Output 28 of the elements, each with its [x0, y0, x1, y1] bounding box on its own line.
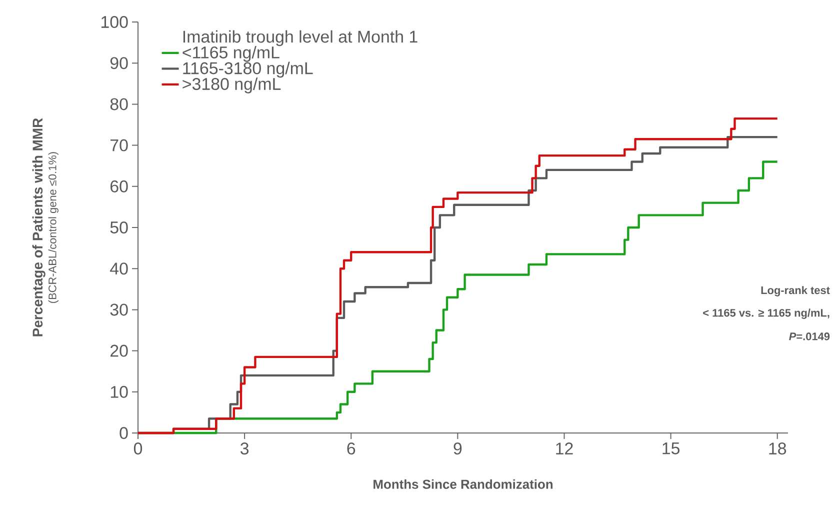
- y-tick-label: 100: [102, 16, 128, 28]
- y-tick-label: 10: [110, 386, 128, 398]
- legend-label: <1165 ng/mL: [182, 46, 280, 62]
- y-tick-label: 30: [110, 304, 128, 316]
- x-tick-label: 12: [556, 442, 573, 454]
- x-axis-title: Months Since Randomization: [374, 479, 553, 489]
- y-tick-label: 50: [110, 222, 128, 234]
- y-tick-label: 90: [110, 57, 128, 70]
- x-tick-label: 15: [662, 442, 680, 454]
- legend-label: 1165-3180 ng/mL: [183, 62, 313, 78]
- legend-label: >3180 ng/mL: [182, 78, 281, 94]
- x-tick-label: 6: [347, 442, 356, 455]
- y-tick-label: 20: [110, 344, 128, 357]
- x-tick-label: 3: [240, 442, 249, 455]
- x-tick-label: 18: [769, 442, 786, 455]
- y-tick-label: 40: [110, 262, 128, 275]
- text: P=.0149: [789, 332, 830, 340]
- y-tick-label: 60: [110, 180, 128, 192]
- annotation: Log-rank test: [761, 286, 830, 296]
- legend-title: Imatinib trough level at Month 1: [183, 30, 418, 46]
- x-tick-label: 9: [454, 442, 462, 455]
- x-tick-label: 0: [134, 442, 142, 455]
- annotation: < 1165 vs. ≥ 1165 ng/mL,: [703, 308, 830, 319]
- y-axis-title: Percentage of Patients with MMR: [32, 118, 46, 336]
- y-tick-label: 80: [110, 98, 128, 110]
- text: (BCR-ABL/control gene ≤0.1%): [48, 152, 58, 303]
- y-tick-label: 0: [120, 427, 128, 439]
- y-tick-label: 70: [110, 139, 128, 152]
